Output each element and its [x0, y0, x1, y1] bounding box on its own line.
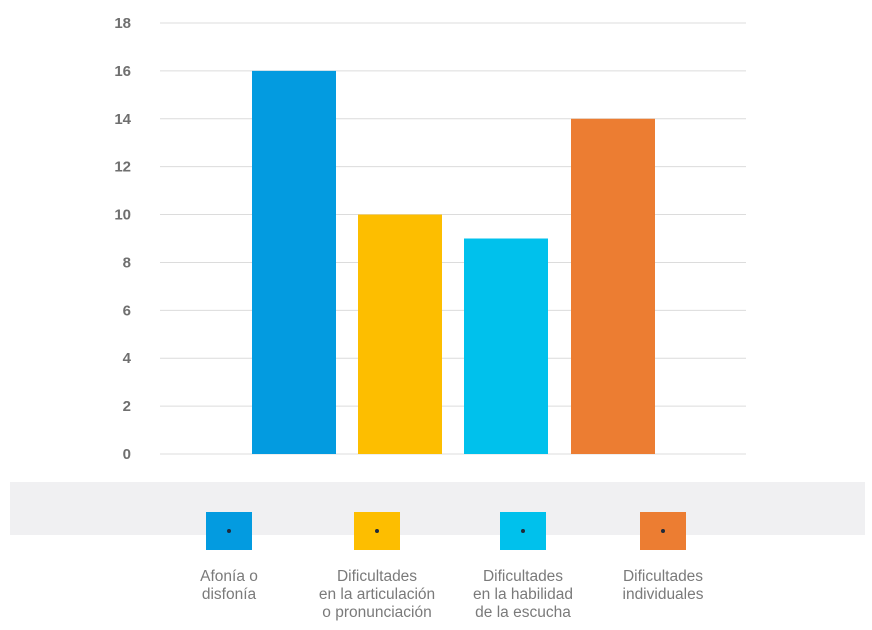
y-tick-label: 0 [123, 446, 131, 463]
legend-label: Dificultades en la articulación o pronun… [318, 568, 436, 621]
y-axis-ticks: 0 2 4 6 8 10 12 14 16 18 [114, 15, 131, 463]
y-tick-label: 14 [114, 111, 131, 128]
legend-label: Dificultades individuales [622, 568, 704, 603]
legend-item[interactable]: Dificultades individuales [588, 512, 738, 604]
legend-label: Afonía o disfonía [200, 568, 258, 603]
legend-swatch [354, 512, 400, 550]
gridlines [160, 22, 746, 455]
legend-background [10, 482, 865, 535]
y-tick-label: 12 [114, 159, 131, 176]
legend-swatch [206, 512, 252, 550]
legend-swatch-dot [661, 529, 665, 533]
bar[interactable] [464, 238, 548, 455]
y-tick-label: 6 [123, 302, 131, 319]
y-tick-label: 8 [123, 254, 131, 271]
y-tick-label: 2 [123, 398, 131, 415]
y-tick-label: 16 [114, 63, 131, 80]
legend-swatch-dot [227, 529, 231, 533]
bar[interactable] [358, 214, 442, 454]
y-tick-label: 10 [114, 207, 131, 224]
chart-plot-area: 0 2 4 6 8 10 12 14 16 18 [114, 15, 746, 463]
legend-item[interactable]: Afonía o disfonía [154, 512, 304, 604]
legend-item[interactable]: Dificultades en la articulación o pronun… [302, 512, 452, 622]
y-tick-label: 4 [123, 350, 132, 367]
legend-swatch [640, 512, 686, 550]
y-tick-label: 18 [114, 15, 131, 32]
legend-item[interactable]: Dificultades en la habilidad de la escuc… [448, 512, 598, 622]
bar[interactable] [571, 118, 655, 455]
legend-swatch-dot [521, 529, 525, 533]
bars [252, 70, 655, 455]
bar[interactable] [252, 70, 336, 454]
legend-swatch [500, 512, 546, 550]
legend-swatch-dot [375, 529, 379, 533]
legend-label: Dificultades en la habilidad de la escuc… [473, 568, 573, 621]
